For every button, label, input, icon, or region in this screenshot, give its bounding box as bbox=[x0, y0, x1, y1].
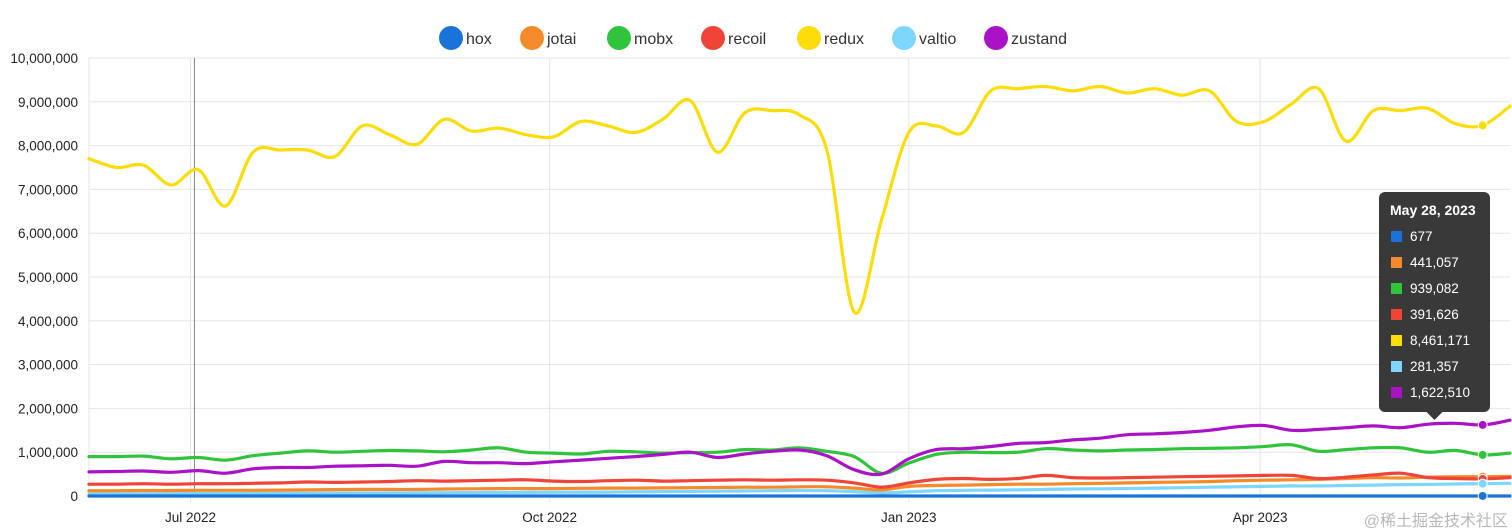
hover-point-valtio bbox=[1477, 478, 1488, 489]
tooltip-value: 8,461,171 bbox=[1410, 333, 1470, 348]
legend-item-valtio[interactable]: valtio bbox=[892, 26, 956, 50]
legend-label: zustand bbox=[1011, 31, 1067, 48]
y-tick-label: 5,000,000 bbox=[18, 270, 78, 285]
tooltip-value: 441,057 bbox=[1410, 255, 1459, 270]
legend-label: jotai bbox=[546, 31, 576, 48]
series-line-zustand bbox=[87, 418, 1512, 477]
tooltip-swatch bbox=[1391, 257, 1402, 268]
hover-point-mobx bbox=[1477, 449, 1488, 460]
tooltip-box bbox=[1379, 192, 1490, 412]
legend-swatch bbox=[892, 26, 916, 50]
legend-item-hox[interactable]: hox bbox=[439, 26, 492, 50]
legend-swatch bbox=[607, 26, 631, 50]
tooltip-value: 677 bbox=[1410, 229, 1433, 244]
y-tick-label: 4,000,000 bbox=[18, 314, 78, 329]
legend-label: valtio bbox=[919, 31, 956, 48]
series-line-jotai bbox=[87, 474, 1512, 493]
tooltip-pointer bbox=[1426, 412, 1443, 420]
legend-swatch bbox=[701, 26, 725, 50]
x-tick-label: Apr 2023 bbox=[1233, 510, 1288, 525]
legend-swatch bbox=[984, 26, 1008, 50]
grid bbox=[88, 57, 1510, 502]
y-tick-label: 9,000,000 bbox=[18, 95, 78, 110]
y-tick-label: 0 bbox=[70, 489, 78, 504]
legend-swatch bbox=[520, 26, 544, 50]
hover-point-zustand bbox=[1477, 419, 1488, 430]
hover-point-hox bbox=[1477, 490, 1488, 501]
series-lines bbox=[87, 84, 1512, 498]
legend-item-recoil[interactable]: recoil bbox=[701, 26, 766, 50]
tooltip-value: 281,357 bbox=[1410, 359, 1459, 374]
series-line-recoil bbox=[87, 471, 1512, 489]
y-axis: 0 1,000,000 2,000,000 3,000,000 4,000,000 5,0… bbox=[10, 51, 78, 504]
legend-item-mobx[interactable]: mobx bbox=[607, 26, 673, 50]
series-line-mobx bbox=[87, 443, 1512, 475]
y-tick-label: 2,000,000 bbox=[18, 401, 78, 416]
legend-label: hox bbox=[466, 31, 492, 48]
tooltip-value: 391,626 bbox=[1410, 307, 1459, 322]
legend-label: redux bbox=[824, 31, 864, 48]
legend-label: mobx bbox=[634, 31, 673, 48]
legend-swatch bbox=[797, 26, 821, 50]
series-line-valtio bbox=[87, 481, 1512, 496]
series-line-redux bbox=[87, 84, 1512, 315]
tooltip-swatch bbox=[1391, 335, 1402, 346]
hover-point-redux bbox=[1477, 120, 1488, 131]
y-tick-label: 8,000,000 bbox=[18, 139, 78, 154]
tooltip-swatch bbox=[1391, 283, 1402, 294]
x-tick-label: Jul 2022 bbox=[165, 510, 216, 525]
tooltip-value: 939,082 bbox=[1410, 281, 1459, 296]
tooltip-value: 1,622,510 bbox=[1410, 385, 1470, 400]
tooltip-swatch bbox=[1391, 231, 1402, 242]
legend-swatch bbox=[439, 26, 463, 50]
legend-label: recoil bbox=[728, 31, 766, 48]
tooltip-swatch bbox=[1391, 387, 1402, 398]
tooltip: May 28, 2023 677 441,057 939,082 391,626 8,46… bbox=[1379, 192, 1490, 420]
tooltip-date: May 28, 2023 bbox=[1390, 202, 1476, 218]
tooltip-swatch bbox=[1391, 361, 1402, 372]
y-tick-label: 6,000,000 bbox=[18, 226, 78, 241]
legend-item-redux[interactable]: redux bbox=[797, 26, 864, 50]
legend: hox jotai mobx recoil redux valtio zustand bbox=[439, 26, 1067, 50]
watermark-text: @稀土掘金技术社区 bbox=[1364, 512, 1508, 530]
legend-item-jotai[interactable]: jotai bbox=[520, 26, 576, 50]
y-tick-label: 7,000,000 bbox=[18, 182, 78, 197]
x-tick-label: Oct 2022 bbox=[522, 510, 577, 525]
legend-item-zustand[interactable]: zustand bbox=[984, 26, 1067, 50]
y-tick-label: 3,000,000 bbox=[18, 358, 78, 373]
hover-markers bbox=[1477, 120, 1488, 501]
y-tick-label: 1,000,000 bbox=[18, 445, 78, 460]
tooltip-swatch bbox=[1391, 309, 1402, 320]
y-tick-label: 10,000,000 bbox=[10, 51, 78, 66]
x-tick-label: Jan 2023 bbox=[881, 510, 937, 525]
x-axis: Jul 2022 Oct 2022 Jan 2023 Apr 2023 bbox=[165, 510, 1288, 525]
